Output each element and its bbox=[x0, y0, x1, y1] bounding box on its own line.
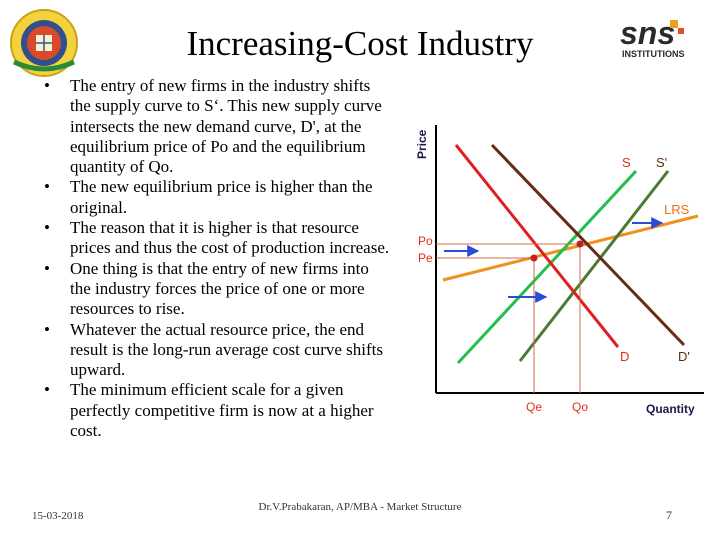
svg-text:INSTITUTIONS: INSTITUTIONS bbox=[622, 49, 685, 59]
bullet-dot: • bbox=[44, 218, 50, 238]
bullet-dot: • bbox=[44, 319, 50, 339]
college-emblem-logo bbox=[10, 9, 78, 77]
label-qo: Qo bbox=[572, 400, 588, 414]
equilibrium-point-new bbox=[576, 240, 584, 248]
demand-curve-d-prime bbox=[490, 143, 686, 347]
supply-curve-s bbox=[456, 169, 638, 365]
slide-title: Increasing-Cost Industry bbox=[186, 24, 534, 63]
bullet-text: The new equilibrium price is higher than… bbox=[70, 177, 373, 217]
x-axis-label: Quantity bbox=[646, 402, 695, 416]
label-qe: Qe bbox=[526, 400, 542, 414]
y-axis-label: Price bbox=[415, 129, 429, 159]
bullet-item: • The reason that it is higher is that re… bbox=[40, 218, 392, 259]
bullet-dot: • bbox=[44, 380, 50, 400]
label-lrs: LRS bbox=[664, 202, 690, 217]
bullet-item: • Whatever the actual resource price, the… bbox=[40, 320, 392, 381]
label-s: S bbox=[622, 155, 631, 170]
sns-institutions-logo: sns INSTITUTIONS bbox=[620, 15, 685, 59]
bullet-text: The reason that it is higher is that res… bbox=[70, 218, 390, 258]
supply-curve-s-prime bbox=[518, 170, 670, 362]
bullet-item: • One thing is that the entry of new firm… bbox=[40, 259, 392, 320]
equilibrium-point-original bbox=[530, 254, 538, 262]
label-pe: Pe bbox=[418, 251, 433, 265]
bullet-text: The entry of new firms in the industry s… bbox=[70, 76, 382, 177]
svg-text:sns: sns bbox=[620, 15, 675, 51]
bullet-text: Whatever the actual resource price, the … bbox=[70, 319, 383, 380]
label-d: D bbox=[620, 349, 629, 364]
bullet-item: • The minimum efficient scale for a given… bbox=[40, 380, 392, 441]
bullet-text: The minimum efficient scale for a given … bbox=[70, 380, 374, 441]
demand-curve-d bbox=[454, 144, 620, 348]
label-d-prime: D' bbox=[678, 349, 690, 364]
bullet-item: • The new equilibrium price is higher tha… bbox=[40, 177, 392, 218]
bullet-dot: • bbox=[44, 177, 50, 197]
supply-demand-diagram: Price Quantity S S' LRS D D' Po Pe Qe Qo bbox=[415, 125, 704, 416]
bullet-list: • The entry of new firms in the industry … bbox=[40, 76, 392, 441]
bullet-dot: • bbox=[44, 76, 50, 95]
bullet-dot: • bbox=[44, 258, 50, 278]
page-number: 7 bbox=[666, 508, 672, 522]
bullet-text: One thing is that the entry of new firms… bbox=[70, 258, 369, 319]
label-s-prime: S' bbox=[656, 155, 667, 170]
footer-date: 15-03-2018 bbox=[32, 510, 84, 522]
bullet-item: • The entry of new firms in the industry … bbox=[40, 76, 392, 177]
footer-author: Dr.V.Prabakaran, AP/MBA - Market Structu… bbox=[258, 501, 462, 513]
label-po: Po bbox=[418, 234, 433, 248]
